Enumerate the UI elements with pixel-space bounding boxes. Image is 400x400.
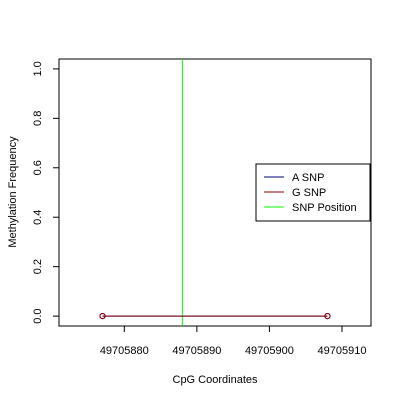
y-axis-title: Methylation Frequency xyxy=(7,136,19,248)
y-tick-label: 0.6 xyxy=(32,160,44,175)
y-tick-label: 0.2 xyxy=(32,259,44,274)
legend-label-g-snp: G SNP xyxy=(292,187,326,199)
series-layer xyxy=(99,313,331,320)
x-axis-title: CpG Coordinates xyxy=(173,374,258,386)
legend-label-a-snp: A SNP xyxy=(292,172,324,184)
x-tick-label: 49705880 xyxy=(100,345,149,357)
y-tick-label: 0.4 xyxy=(32,210,44,225)
y-tick-label: 0.0 xyxy=(32,308,44,323)
legend-label-snp-position: SNP Position xyxy=(292,202,357,214)
y-tick-label: 0.8 xyxy=(32,111,44,126)
plot-frame xyxy=(58,58,372,327)
point-g-snp xyxy=(99,313,106,320)
legend: A SNP G SNP SNP Position xyxy=(255,163,371,222)
y-tick-label: 1.0 xyxy=(32,61,44,76)
point-g-snp xyxy=(324,313,331,320)
x-tick-label: 49705890 xyxy=(172,345,221,357)
x-tick-label: 49705900 xyxy=(245,345,294,357)
y-axis: 0.0 0.2 0.4 0.6 0.8 1.0 xyxy=(32,61,59,324)
x-axis: 49705880 49705890 49705900 49705910 xyxy=(100,326,367,357)
x-tick-label: 49705910 xyxy=(318,345,367,357)
